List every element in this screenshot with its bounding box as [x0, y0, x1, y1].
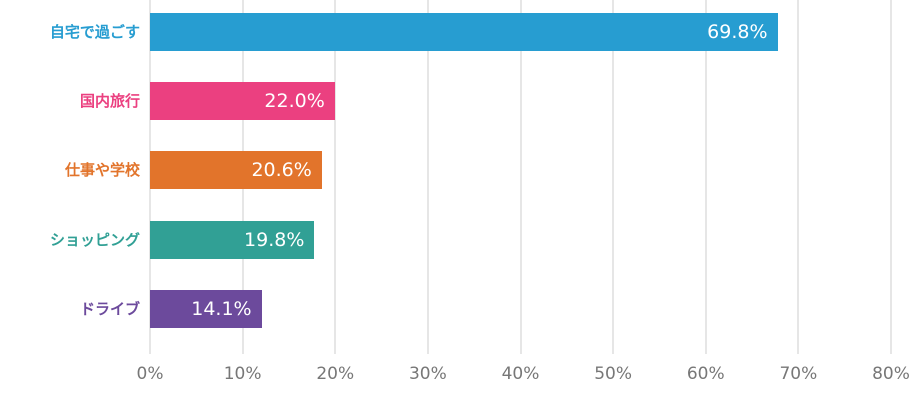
x-tick-label: 30% — [408, 364, 447, 384]
x-tick-label: 40% — [501, 364, 540, 384]
x-tick-label: 0% — [136, 364, 164, 384]
x-tick-label: 60% — [686, 364, 725, 384]
category-label: ドライブ — [79, 300, 140, 318]
gridline — [519, 0, 522, 354]
bar: 69.8% — [150, 13, 778, 51]
x-tick-label: 70% — [779, 364, 818, 384]
bar: 19.8% — [150, 221, 315, 259]
x-tick-label: 50% — [594, 364, 633, 384]
x-tick-label: 20% — [316, 364, 355, 384]
gridline — [704, 0, 707, 354]
gridline — [334, 0, 337, 354]
gridline — [426, 0, 429, 354]
bar-value-label: 14.1% — [191, 298, 252, 320]
bar: 20.6% — [150, 151, 322, 189]
bar-value-label: 22.0% — [264, 90, 325, 112]
bar: 22.0% — [150, 82, 335, 120]
gridline — [797, 0, 800, 354]
x-tick-label: 80% — [872, 364, 910, 384]
category-label: 国内旅行 — [79, 92, 140, 110]
category-label: ショッピング — [49, 231, 140, 249]
bar-value-label: 69.8% — [707, 21, 768, 43]
x-tick-label: 10% — [223, 364, 262, 384]
bar-value-label: 20.6% — [251, 159, 312, 181]
bar-value-label: 19.8% — [244, 229, 305, 251]
gridline — [890, 0, 892, 354]
category-label: 仕事や学校 — [64, 161, 140, 179]
category-label: 自宅で過ごす — [49, 23, 140, 41]
bar: 14.1% — [150, 290, 262, 328]
gridline — [612, 0, 615, 354]
